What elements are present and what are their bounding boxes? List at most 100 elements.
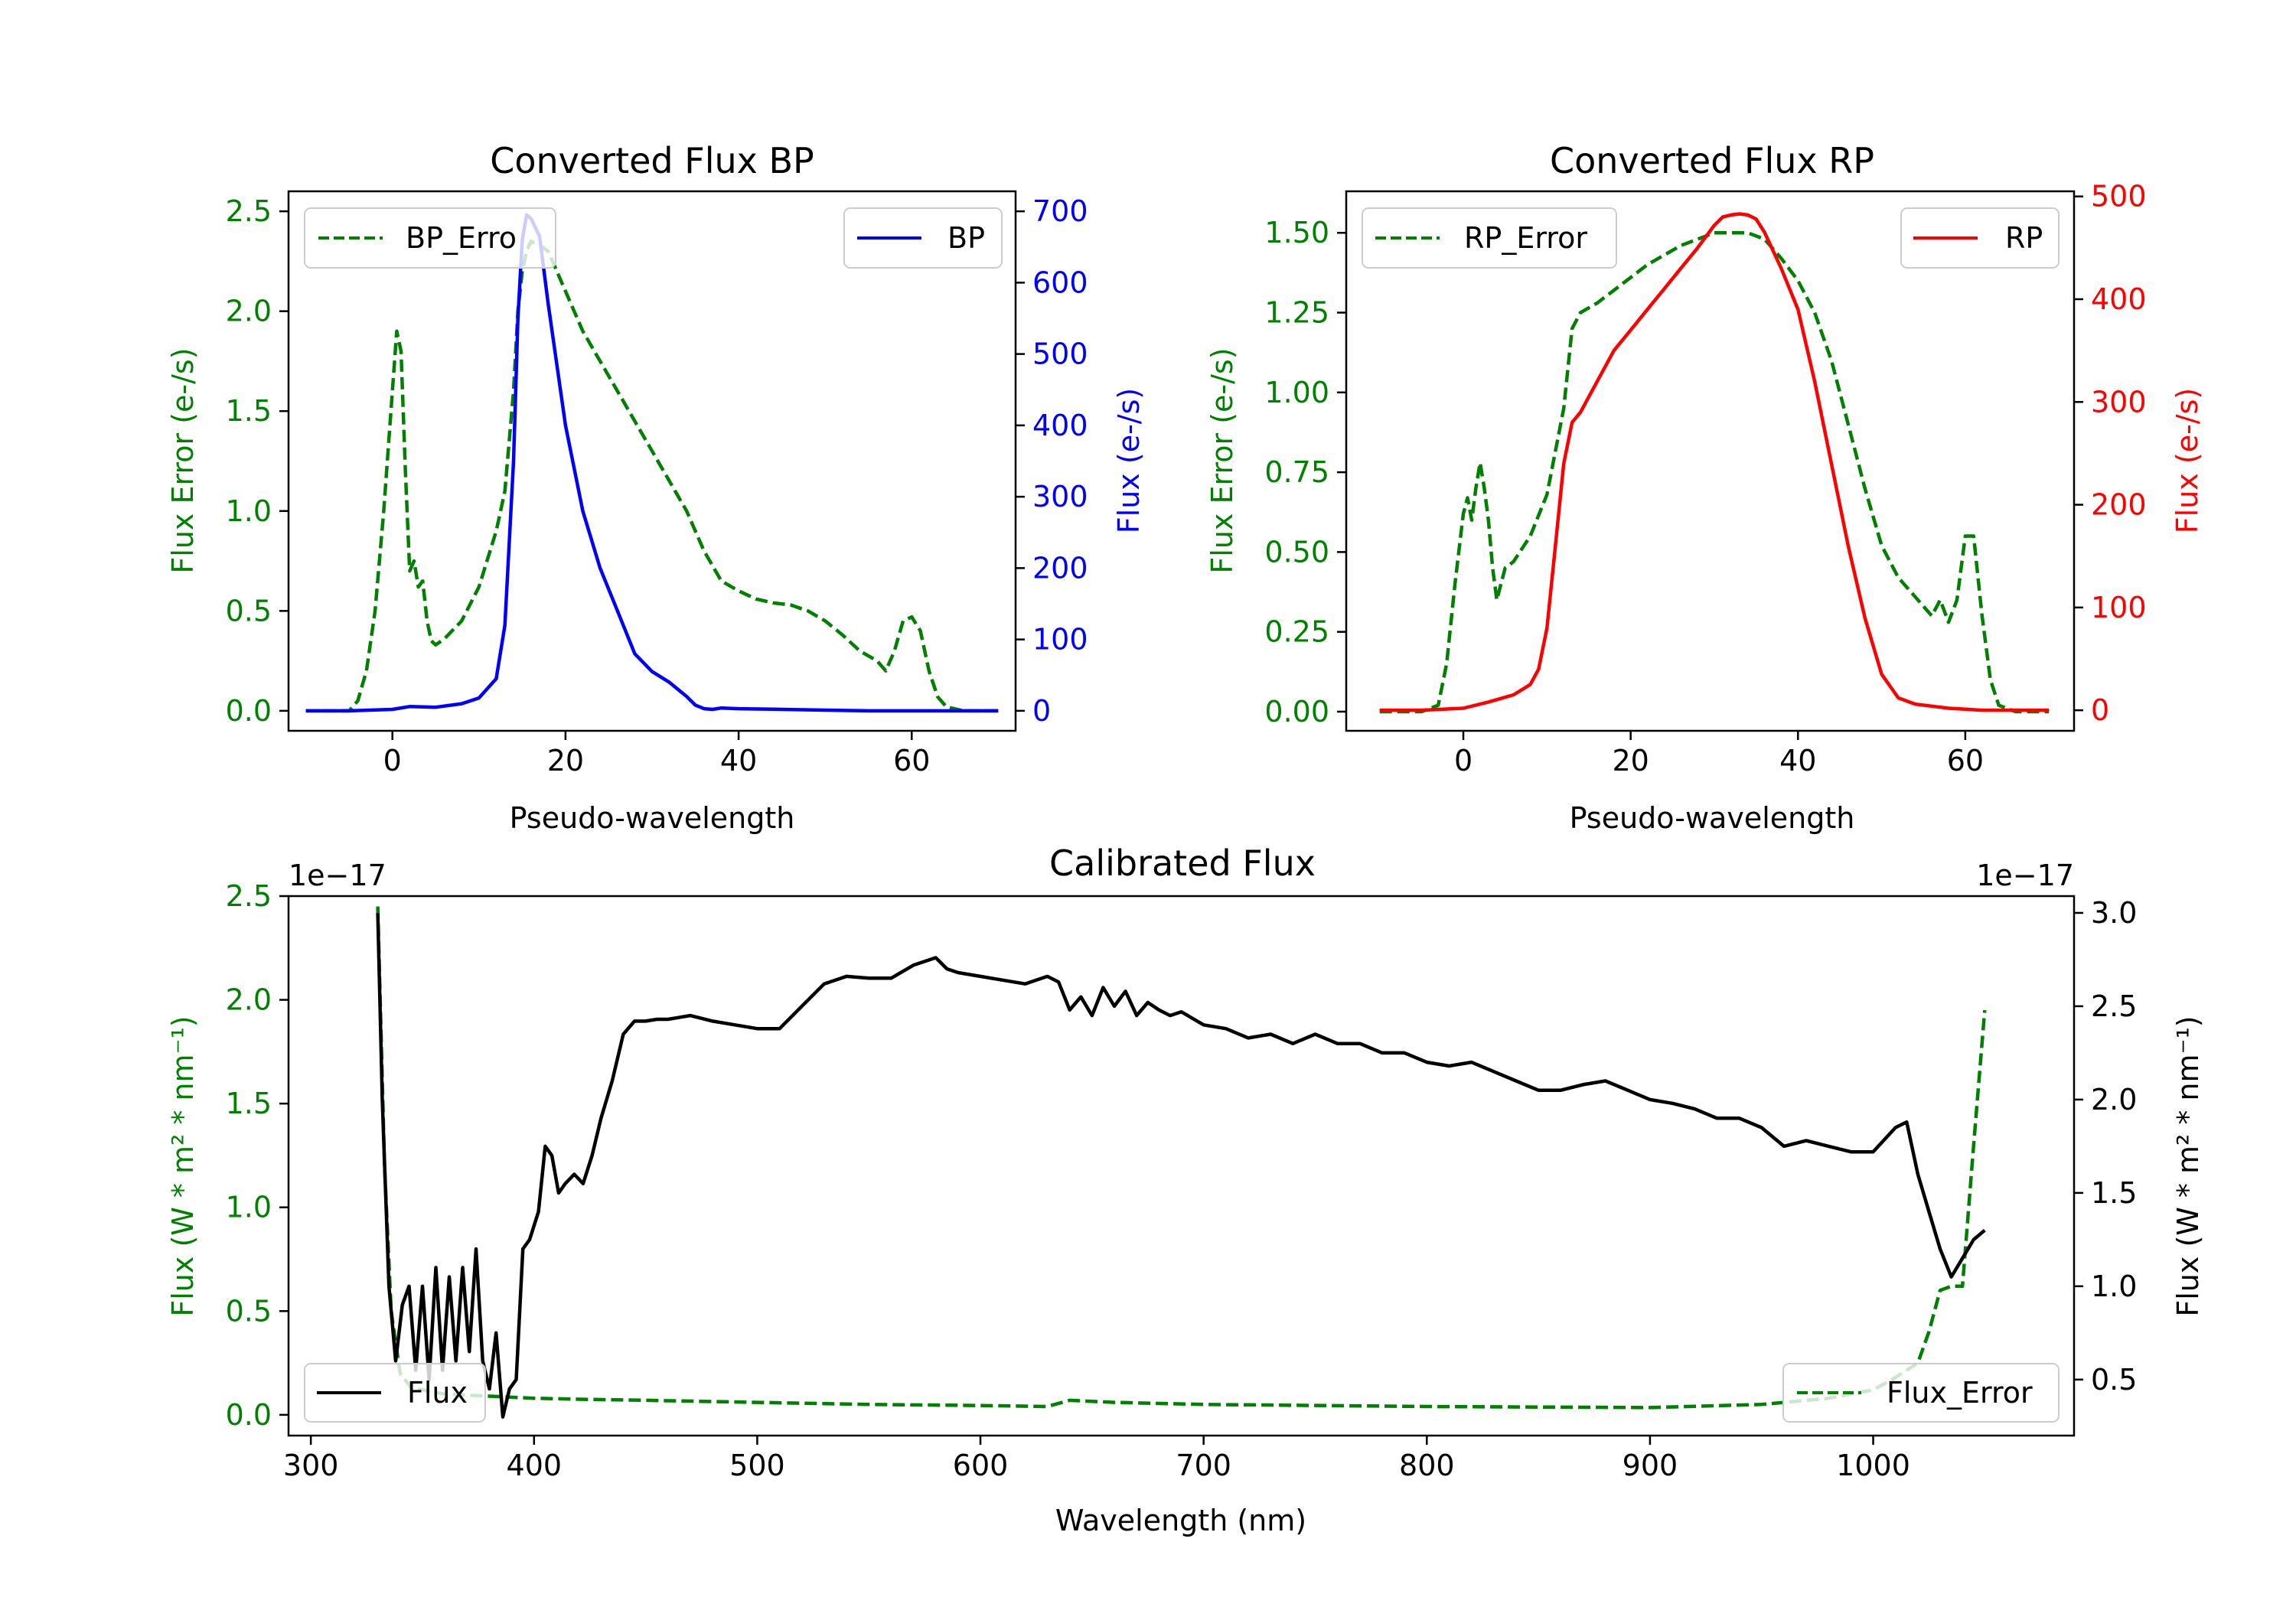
cal-legend-right-label: Flux_Error [1887, 1376, 2033, 1410]
bp-legend-right: BP [843, 207, 1003, 269]
rp-plot-area: 0 20 40 60 0.00 0.25 0.50 0.75 1.00 1.25 1.50 0 100 2… [1264, 180, 2146, 777]
cal-ytick-right-label-0: 0.5 [2091, 1363, 2137, 1397]
rp-ylabel-left: Flux Error (e-/s) [1205, 347, 1239, 573]
cal-legend-right: Flux_Error [1782, 1363, 2060, 1423]
bp-ytick-left-label-1: 0.5 [226, 594, 272, 627]
rp-legend-right-box [1900, 207, 2060, 269]
cal-ylabel-left: Flux (W * m² * nm⁻¹) [166, 1015, 200, 1316]
rp-ytick-right-label-5: 500 [2091, 180, 2147, 214]
cal-xtick-label-1: 400 [507, 1449, 563, 1482]
bp-ytick-right-label-7: 700 [1032, 194, 1088, 228]
bp-ytick-left-label-5: 2.5 [226, 194, 272, 228]
cal-ytick-left-label-4: 2.0 [226, 983, 272, 1017]
rp-ytick-left-label-0: 0.00 [1264, 695, 1329, 729]
cal-ytick-left-label-2: 1.0 [226, 1191, 272, 1224]
rp-ytick-right-label-0: 0 [2091, 693, 2109, 727]
rp-legend-left-label: RP_Error [1464, 221, 1587, 255]
cal-ytick-right-label-2: 1.5 [2091, 1176, 2137, 1210]
bp-ytick-right-label-1: 100 [1032, 623, 1088, 657]
rp-xtick-label-2: 40 [1779, 744, 1816, 777]
bp-axes-frame [287, 190, 1017, 732]
rp-ytick-left-label-5: 1.25 [1264, 296, 1329, 330]
bp-plot-area: 0 20 40 60 0.0 0.5 1.0 1.5 2.0 2.5 0 100 200 300 400 50… [226, 194, 1088, 777]
bp-xtick-label-0: 0 [383, 744, 402, 777]
cal-legend-left: Flux [304, 1363, 486, 1423]
bp-ytick-left-label-3: 1.5 [226, 394, 272, 428]
bp-series-bp [305, 213, 999, 713]
bp-series-bp-error [305, 240, 999, 713]
cal-ytick-right-label-4: 2.5 [2091, 989, 2137, 1023]
cal-ytick-right-label-3: 2.0 [2091, 1083, 2137, 1116]
bp-legend-right-box [843, 207, 1003, 269]
rp-ytick-right-label-4: 400 [2091, 282, 2147, 316]
rp-ylabel-right: Flux (e-/s) [2170, 388, 2204, 533]
bp-ytick-right-label-0: 0 [1032, 694, 1051, 728]
bp-legend-right-label: BP [947, 221, 985, 255]
bp-legend-left-box [304, 207, 556, 269]
rp-legend-left-box [1362, 207, 1617, 269]
bp-xtick-label-1: 20 [547, 744, 584, 777]
cal-xtick-label-7: 1000 [1836, 1449, 1910, 1482]
bp-ytick-right-label-4: 400 [1032, 409, 1088, 442]
bp-ylabel-left: Flux Error (e-/s) [166, 347, 200, 573]
cal-xtick-label-4: 700 [1176, 1449, 1231, 1482]
cal-series-flux [376, 912, 1986, 1419]
bp-ylabel-right: Flux (e-/s) [1112, 388, 1146, 533]
bp-ytick-left-label-4: 2.0 [226, 295, 272, 328]
cal-xtick-label-5: 800 [1399, 1449, 1455, 1482]
cal-legend-left-box [304, 1363, 486, 1423]
rp-ytick-left-label-1: 0.25 [1264, 615, 1329, 649]
rp-xtick-label-3: 60 [1947, 744, 1984, 777]
bp-ytick-left-label-0: 0.0 [226, 694, 272, 728]
cal-offset-left: 1e−17 [289, 859, 386, 892]
rp-series-rp-error [1379, 230, 2050, 714]
rp-ytick-left-label-2: 0.50 [1264, 535, 1329, 569]
rp-ytick-right-label-2: 200 [2091, 488, 2147, 522]
rp-legend-right: RP [1900, 207, 2060, 269]
cal-xtick-label-3: 600 [953, 1449, 1009, 1482]
rp-title: Converted Flux RP [1550, 140, 1874, 181]
cal-ytick-right-label-1: 1.0 [2091, 1270, 2137, 1303]
rp-xlabel: Pseudo-wavelength [1570, 801, 1855, 835]
panel-rp: Converted Flux RP 0 20 40 60 0.00 0.25 0.50 0.7… [1205, 140, 2204, 835]
cal-ytick-left-label-1: 0.5 [226, 1294, 272, 1328]
cal-ylabel-right: Flux (W * m² * nm⁻¹) [2171, 1015, 2205, 1316]
rp-ytick-left-label-3: 0.75 [1264, 455, 1329, 489]
cal-legend-left-label: Flux [407, 1376, 468, 1410]
cal-axes-frame [287, 895, 2076, 1437]
bp-ytick-left-label-2: 1.0 [226, 494, 272, 528]
rp-ytick-left-label-4: 1.00 [1264, 376, 1329, 409]
bp-xlabel: Pseudo-wavelength [510, 801, 795, 835]
bp-legend-left: BP_Erro [304, 207, 556, 269]
cal-xtick-label-6: 900 [1623, 1449, 1678, 1482]
rp-xtick-label-0: 0 [1454, 744, 1473, 777]
rp-legend-right-label: RP [2005, 221, 2043, 255]
cal-xtick-label-0: 300 [283, 1449, 339, 1482]
cal-offset-right: 1e−17 [1976, 859, 2074, 892]
bp-ytick-right-label-3: 300 [1032, 480, 1088, 513]
bp-ytick-right-label-5: 500 [1032, 337, 1088, 371]
cal-xlabel: Wavelength (nm) [1055, 1504, 1306, 1537]
rp-ytick-right-label-3: 300 [2091, 385, 2147, 419]
bp-legend-left-label: BP_Erro [406, 221, 517, 255]
bp-ytick-right-label-6: 600 [1032, 266, 1088, 299]
cal-ytick-left-label-3: 1.5 [226, 1087, 272, 1120]
rp-series-rp [1379, 212, 2050, 712]
cal-xtick-label-2: 500 [729, 1449, 785, 1482]
rp-axes-frame [1345, 190, 2076, 732]
rp-ytick-right-label-1: 100 [2091, 591, 2147, 624]
cal-ytick-left-label-0: 0.0 [226, 1398, 272, 1432]
panel-bp: Converted Flux BP 0 20 40 60 0.0 0.5 1.0 1.5 2.0… [166, 140, 1146, 835]
rp-ytick-left-label-6: 1.50 [1264, 216, 1329, 249]
bp-xtick-label-3: 60 [893, 744, 930, 777]
rp-xtick-label-1: 20 [1612, 744, 1649, 777]
bp-title: Converted Flux BP [490, 140, 814, 181]
cal-ytick-left-label-5: 2.5 [226, 879, 272, 913]
rp-legend-left: RP_Error [1362, 207, 1617, 269]
cal-ytick-right-label-5: 3.0 [2091, 896, 2137, 930]
bp-xtick-label-2: 40 [720, 744, 757, 777]
panel-cal: Calibrated Flux 1e−17 1e−17 300 400 500 600… [166, 843, 2205, 1537]
cal-title: Calibrated Flux [1049, 843, 1316, 884]
bp-ytick-right-label-2: 200 [1032, 551, 1088, 585]
